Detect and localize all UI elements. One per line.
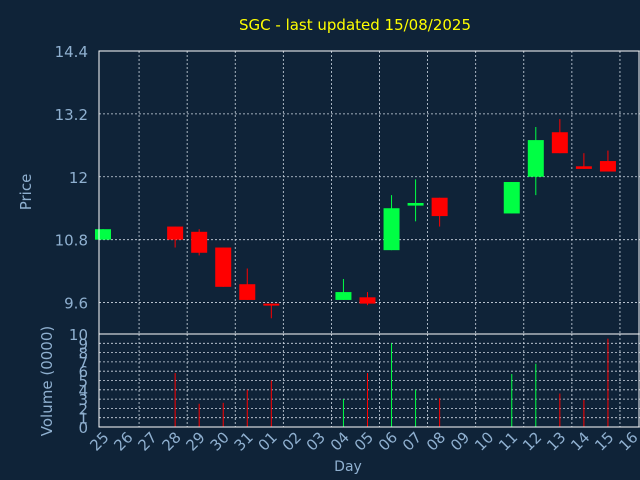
candle-body (95, 229, 111, 240)
volume-tick-label: 0 (78, 419, 88, 437)
volume-tick-label: 9 (78, 335, 88, 353)
candle-body (527, 140, 544, 177)
x-tick-label: 14 (567, 428, 593, 454)
x-tick-label: 09 (447, 428, 473, 454)
price-tick-label: 12 (69, 169, 88, 187)
candle-body (503, 182, 520, 214)
x-tick-label: 03 (303, 428, 329, 454)
x-tick-label: 07 (399, 428, 425, 454)
volume-bars (174, 338, 609, 427)
x-tick-label: 28 (158, 428, 184, 454)
x-tick-label: 30 (207, 428, 233, 454)
price-axis-label: Price (17, 174, 35, 211)
x-tick-label: 01 (255, 428, 281, 454)
x-tick-label: 27 (134, 428, 160, 454)
candle-body (215, 247, 232, 287)
candle-body (575, 166, 592, 169)
x-tick-label: 29 (183, 428, 209, 454)
candle-body (551, 132, 568, 154)
volume-tick-label: 2 (78, 400, 88, 418)
volume-tick-label: 3 (78, 391, 88, 409)
candle-body (167, 226, 184, 240)
volume-tick-label: 5 (78, 373, 88, 391)
x-tick-label: 25 (86, 428, 112, 454)
volume-plot-frame (98, 333, 640, 428)
x-tick-labels: 2526272829303101020304050607080910111213… (86, 428, 640, 454)
candle-body (359, 297, 376, 304)
x-tick-label: 11 (495, 428, 521, 454)
volume-tick-label: 7 (78, 354, 88, 372)
x-tick-label: 26 (110, 428, 136, 454)
volume-tick-label: 4 (78, 382, 88, 400)
volume-tick-label: 10 (69, 326, 88, 344)
x-tick-label: 12 (519, 428, 545, 454)
price-tick-label: 13.2 (55, 106, 88, 124)
candle-body (239, 284, 256, 300)
candle-body (407, 202, 424, 206)
volume-tick-label: 6 (78, 363, 88, 381)
x-tick-label: 16 (615, 428, 640, 454)
candle-body (191, 231, 208, 253)
candle-body (335, 292, 352, 300)
x-tick-label: 13 (543, 428, 569, 454)
price-tick-label: 9.6 (64, 295, 88, 313)
x-axis-label: Day (334, 459, 362, 475)
candle-body (383, 208, 400, 251)
x-tick-label: 31 (231, 428, 257, 454)
price-tick-labels: 14.4 13.2 12 10.8 9.6 (55, 43, 88, 313)
price-plot-frame (98, 50, 640, 335)
volume-axis-label: Volume (0000) (38, 326, 56, 436)
candle-body (263, 303, 280, 306)
x-tick-label: 06 (375, 428, 401, 454)
price-tick-label: 14.4 (55, 43, 88, 61)
chart-title: SGC - last updated 15/08/2025 (239, 16, 471, 34)
volume-tick-label: 1 (78, 410, 88, 428)
x-tick-label: 10 (471, 428, 497, 454)
x-tick-label: 15 (591, 428, 617, 454)
x-tick-label: 05 (351, 428, 377, 454)
volume-tick-label: 8 (78, 345, 88, 363)
price-tick-label: 10.8 (55, 232, 88, 250)
candle-body (599, 161, 616, 172)
volume-grid (99, 333, 640, 428)
x-tick-label: 08 (423, 428, 449, 454)
price-grid (99, 50, 640, 334)
x-tick-label: 02 (279, 428, 305, 454)
candle-body (431, 197, 448, 217)
x-tick-label: 04 (327, 428, 353, 454)
candles (95, 119, 616, 319)
